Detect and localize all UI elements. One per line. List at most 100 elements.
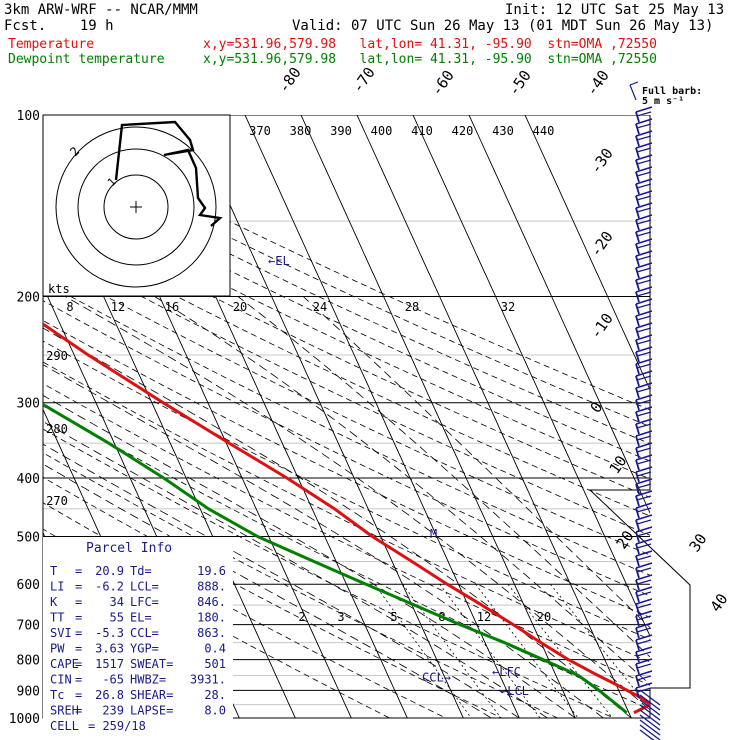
barb-legend-symbol bbox=[629, 81, 639, 101]
mixing-ratio-label: 20 bbox=[537, 610, 551, 624]
speed-axis-label: 12 bbox=[111, 300, 125, 314]
dry-adiabat bbox=[43, 452, 558, 719]
barb-staff bbox=[635, 339, 640, 351]
barb-flag bbox=[636, 651, 652, 657]
barb-flag bbox=[635, 118, 653, 125]
parcel-row: PW 3.63 = YGP= 0.4 bbox=[50, 642, 226, 656]
parcel-key: Tc bbox=[50, 688, 64, 702]
mixing-ratio-line bbox=[475, 583, 579, 719]
barb-flag bbox=[636, 267, 652, 273]
speed-axis-label: 24 bbox=[313, 300, 327, 314]
barb-flag bbox=[636, 543, 652, 549]
barb-flag bbox=[635, 262, 653, 269]
parcel-key: LAPSE= bbox=[130, 704, 173, 718]
barb-flag bbox=[636, 663, 652, 669]
parcel-key: CCL= bbox=[130, 626, 159, 640]
barb-staff bbox=[635, 555, 640, 567]
temperature-tick-label: 40 bbox=[707, 590, 732, 615]
wind-barb bbox=[635, 418, 653, 435]
barb-staff bbox=[635, 447, 640, 459]
wind-barb bbox=[635, 442, 653, 459]
barb-flag bbox=[635, 214, 653, 221]
barb-staff bbox=[635, 195, 640, 207]
barb-flag bbox=[635, 382, 653, 389]
wind-barb bbox=[635, 322, 653, 339]
moist-adiabat bbox=[43, 394, 576, 719]
barb-flag bbox=[635, 430, 653, 437]
wind-barb bbox=[635, 514, 653, 531]
parcel-key: K bbox=[50, 595, 58, 609]
barb-staff bbox=[635, 495, 640, 507]
parcel-eq: = bbox=[75, 580, 82, 594]
barb-flag bbox=[635, 478, 653, 485]
wind-barb bbox=[635, 478, 653, 495]
barb-flag bbox=[636, 639, 652, 645]
wind-barb bbox=[635, 358, 653, 375]
wind-barbs: Full barb:5 m s⁻¹ bbox=[629, 81, 702, 740]
barb-flag bbox=[636, 351, 652, 357]
barb-flag bbox=[635, 142, 653, 149]
wind-barb bbox=[635, 310, 653, 327]
barb-flag bbox=[636, 675, 652, 681]
theta-e-label: 280 bbox=[46, 422, 68, 436]
barb-flag bbox=[635, 670, 653, 677]
barb-flag bbox=[635, 394, 653, 401]
barb-flag bbox=[635, 298, 653, 305]
parcel-eq: = bbox=[75, 688, 82, 702]
barb-flag bbox=[636, 507, 652, 513]
parcel-value: = 259/18 bbox=[88, 719, 146, 733]
wind-barb bbox=[635, 598, 653, 615]
parcel-key: SREH bbox=[50, 704, 79, 718]
barb-staff bbox=[635, 579, 640, 591]
parcel-key: YGP= bbox=[130, 642, 159, 656]
dewpoint-location-info: x,y=531.96,579.98 lat,lon= 41.31, -95.90… bbox=[203, 52, 657, 67]
barb-staff bbox=[639, 709, 661, 726]
barb-flag bbox=[636, 555, 652, 561]
barb-flag bbox=[635, 274, 653, 281]
wind-barb bbox=[635, 130, 653, 147]
barb-flag bbox=[636, 483, 652, 489]
barb-legend-title: Full barb: bbox=[642, 86, 702, 97]
barb-staff bbox=[635, 171, 640, 183]
temperature-tick-label: 30 bbox=[686, 530, 711, 555]
barb-flag bbox=[636, 231, 652, 237]
barb-staff bbox=[635, 483, 640, 495]
wind-barb bbox=[635, 190, 653, 207]
parcel-key: CIN bbox=[50, 673, 72, 687]
dry-adiabat bbox=[43, 262, 650, 556]
barb-flag bbox=[636, 459, 652, 465]
parcel-row: CAPE 1517 = SWEAT= 501 bbox=[50, 657, 226, 671]
moist-adiabat bbox=[43, 421, 548, 719]
parcel-value: 0.4 bbox=[204, 642, 226, 656]
barb-staff bbox=[635, 111, 640, 123]
barb-flag bbox=[636, 339, 652, 345]
barb-flag bbox=[635, 562, 653, 569]
parcel-value: -6.2 bbox=[95, 580, 124, 594]
barb-flag bbox=[636, 603, 652, 609]
parcel-key: T bbox=[50, 564, 57, 578]
barb-staff bbox=[635, 387, 640, 399]
barb-flag bbox=[635, 310, 653, 317]
barb-staff bbox=[635, 567, 640, 579]
hodograph-ring-mid bbox=[77, 148, 195, 266]
wind-barb bbox=[635, 502, 653, 519]
wind-barb bbox=[635, 562, 653, 579]
dry-adiabat bbox=[43, 174, 650, 462]
temperature-tick-label: -50 bbox=[505, 67, 535, 100]
parcel-row: CELL = 259/18 bbox=[50, 719, 146, 733]
barb-flag bbox=[635, 598, 653, 605]
barb-flag bbox=[635, 526, 653, 533]
parcel-value: 888. bbox=[197, 580, 226, 594]
barb-staff bbox=[635, 183, 640, 195]
moist-adiabat bbox=[154, 296, 650, 686]
barb-staff bbox=[639, 729, 655, 740]
temperature-tick-label: -40 bbox=[583, 67, 613, 100]
barb-staff bbox=[635, 675, 640, 687]
barb-flag bbox=[635, 586, 653, 593]
parcel-value: 1517 bbox=[95, 657, 124, 671]
barb-staff bbox=[635, 423, 640, 435]
barb-staff bbox=[635, 255, 640, 267]
temperature-tick-label: -30 bbox=[587, 145, 617, 178]
parcel-key: HWBZ= bbox=[130, 673, 166, 687]
mixing-ratio-line bbox=[550, 583, 650, 710]
